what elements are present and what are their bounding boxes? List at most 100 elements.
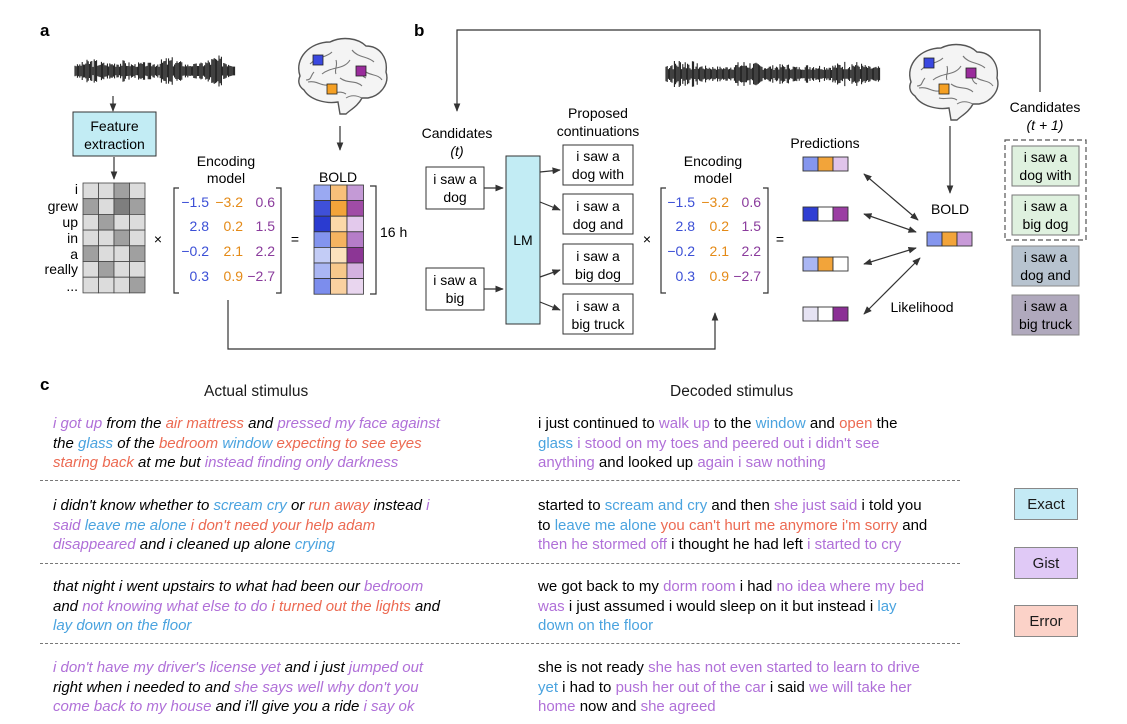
bold-cell	[313, 278, 331, 295]
segment-plain: to	[538, 516, 555, 534]
encoding-weights-a: −1.5 −3.2 0.6 2.8 0.2 1.5 −0.2 2.1 2.2 0…	[181, 194, 275, 284]
bold-cell	[330, 231, 348, 248]
continuation-boxes: i saw a dog with i saw a dog and i saw a…	[562, 144, 634, 335]
bold-cell	[330, 262, 348, 280]
bold-cell	[330, 215, 348, 233]
segment-plain: i didn't know whether to	[53, 497, 214, 514]
segment-exact: down on the floor	[538, 617, 654, 634]
matrix-bracket-left-a	[173, 187, 179, 294]
weight-cell: 0.9	[224, 268, 244, 284]
segment-gist: she says well why don't you	[233, 678, 419, 696]
decoded-stimulus-line: home now and she agreed	[538, 697, 716, 717]
matrix-bracket-right-a	[276, 187, 282, 294]
actual-stimulus-header: Actual stimulus	[204, 383, 309, 400]
continuation-box	[562, 243, 634, 285]
continuation-text: big dog	[575, 266, 621, 282]
bold-cell	[313, 246, 331, 264]
weight-cell: 1.5	[256, 218, 276, 234]
actual-stimulus-line: i don't have my driver's license yet and…	[53, 658, 423, 678]
weight-cell: −2.7	[733, 268, 761, 284]
continuation-text: dog and	[573, 216, 624, 232]
encoding-label-a-1: Encoding	[197, 153, 255, 169]
segment-plain: i thought he had left	[666, 536, 808, 553]
legend-exact: Exact	[1014, 488, 1078, 520]
feature-cell	[113, 213, 130, 231]
bold-cell	[330, 200, 348, 217]
weight-cell: −3.2	[701, 194, 729, 210]
segment-error: bedroom	[158, 434, 219, 452]
segment-gist: disappeared	[53, 536, 136, 553]
voxel-marker-blue-b	[923, 57, 935, 69]
weight-cell: 2.1	[224, 243, 244, 259]
weight-cell: 0.6	[742, 194, 762, 210]
candidate-text: big	[446, 290, 465, 306]
decoded-stimulus-line: we got back to my dorm room i had no ide…	[538, 577, 924, 597]
segment-gist: i stood on my toes and peered out i didn…	[577, 434, 880, 452]
vector-cell	[817, 206, 834, 222]
feature-cell	[82, 213, 99, 231]
segment-exact: glass	[78, 434, 114, 452]
waveform-trace	[665, 61, 881, 87]
arrow-lm-to-cont	[539, 167, 561, 175]
segment-plain: i told you	[857, 497, 922, 514]
candidates-t-label-2: (t)	[450, 143, 463, 159]
weight-cell: 2.8	[190, 218, 210, 234]
segment-gist: jumped out	[348, 659, 424, 676]
weight-cell: 0.3	[190, 268, 210, 284]
feature-cell	[129, 213, 146, 231]
rejected-candidate-box	[1011, 294, 1080, 336]
feature-cell	[129, 198, 146, 215]
vector-cell	[956, 231, 973, 247]
continuation-text: i saw a	[576, 198, 620, 214]
legend-gist: Gist	[1014, 547, 1078, 579]
segment-plain: i just continued to	[538, 415, 659, 432]
arrow-lm-to-cont	[539, 269, 561, 278]
next-candidate-box	[1011, 145, 1080, 187]
separator	[40, 563, 960, 564]
segment-plain: to the	[709, 415, 756, 432]
weight-cell: −0.2	[181, 243, 209, 259]
times-sign-a: ×	[154, 231, 162, 247]
segment-gist: was	[538, 597, 565, 615]
connector-a-to-b	[227, 300, 719, 350]
feature-cell	[113, 276, 130, 294]
feature-cell	[113, 198, 130, 215]
candidates-t-label-1: Candidates	[422, 125, 493, 141]
segment-plain: and	[53, 597, 83, 615]
segment-gist: come back to my house	[53, 698, 212, 715]
candidates-t1-label-2: (t + 1)	[1027, 117, 1064, 133]
segment-error: open	[839, 415, 873, 432]
decoded-stimulus-line: anything and looked up again i saw nothi…	[538, 453, 826, 473]
segment-error: staring back	[53, 454, 134, 471]
segment-exact: scream	[213, 497, 263, 514]
segment-plain: and	[805, 415, 840, 432]
weight-cell: 0.2	[224, 218, 244, 234]
weight-cell: 0.6	[256, 194, 276, 210]
vector-cell	[802, 306, 819, 322]
segment-exact: crying	[294, 536, 335, 553]
predictions-label: Predictions	[790, 135, 859, 151]
actual-stimulus-line: disappeared and i cleaned up alone cryin…	[53, 535, 335, 555]
segment-plain: and i cleaned up alone	[135, 536, 295, 553]
bold-cell	[313, 262, 331, 280]
bold-cell	[330, 184, 348, 202]
next-candidate-text: big dog	[1023, 216, 1069, 232]
decoded-stimulus-line: yet i had to push her out of the car i s…	[538, 678, 912, 698]
feature-cell	[113, 182, 130, 200]
segment-gist: anything	[538, 454, 595, 471]
segment-plain: now and	[575, 698, 641, 715]
segment-exact: window	[222, 434, 273, 452]
weight-cell: 0.9	[710, 268, 730, 284]
weight-cell: −0.2	[667, 243, 695, 259]
word: grew	[48, 198, 79, 214]
weight-cell: −2.7	[247, 268, 275, 284]
segment-error: run away	[308, 497, 370, 514]
segment-gist: she just said	[773, 497, 858, 514]
actual-stimulus-line: come back to my house and i'll give you …	[53, 697, 414, 717]
compare-arrow	[863, 257, 921, 315]
segment-plain: the	[53, 434, 79, 452]
compare-arrow	[863, 213, 917, 233]
feature-cell	[113, 229, 130, 247]
bold-cell	[346, 262, 364, 280]
decoded-stimulus-line: i just continued to walk up to the windo…	[538, 414, 897, 434]
